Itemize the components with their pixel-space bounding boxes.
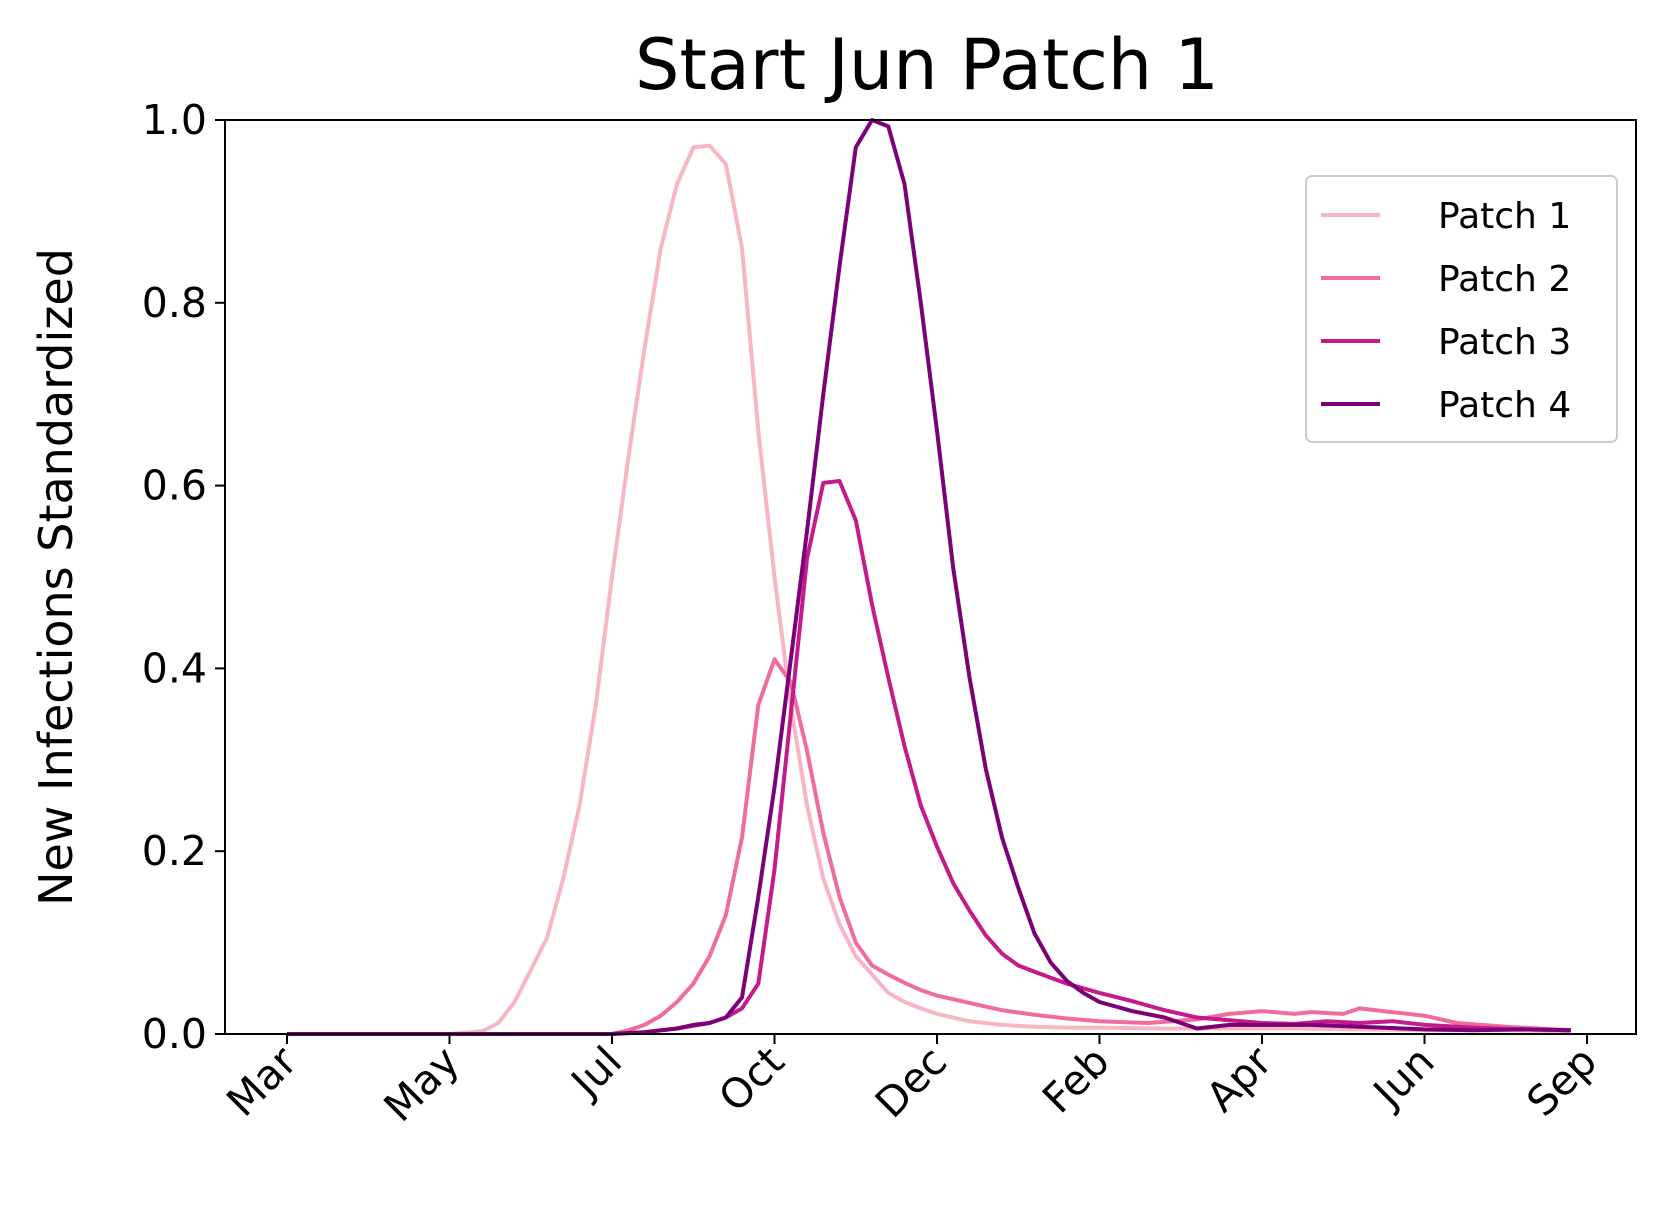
chart-title: Start Jun Patch 1 [635, 24, 1219, 106]
series-line-patch-2 [287, 657, 1571, 1036]
y-axis: 0.0 0.2 0.4 0.6 0.8 1.0 [142, 96, 225, 1058]
axes-frame [224, 119, 1637, 1035]
y-tick-label: 0.4 [142, 644, 207, 692]
y-tick-label: 1.0 [142, 96, 207, 144]
y-tick-label: 0.0 [142, 1010, 207, 1058]
series-line-patch-3 [287, 479, 1571, 1036]
legend-label: Patch 4 [1438, 385, 1571, 426]
legend-label: Patch 3 [1438, 322, 1571, 363]
series-line-patch-4 [287, 118, 1571, 1036]
y-tick-label: 0.2 [142, 827, 207, 875]
legend: Patch 1 Patch 2 Patch 3 Patch 4 [1305, 175, 1618, 443]
y-axis-label: New Infections Standardized [29, 248, 83, 906]
y-tick-label: 0.6 [142, 462, 207, 510]
legend-box [1305, 175, 1618, 443]
legend-label: Patch 2 [1438, 259, 1571, 300]
y-tick-label: 0.8 [142, 279, 207, 327]
legend-label: Patch 1 [1438, 196, 1571, 237]
series-group [287, 118, 1571, 1036]
